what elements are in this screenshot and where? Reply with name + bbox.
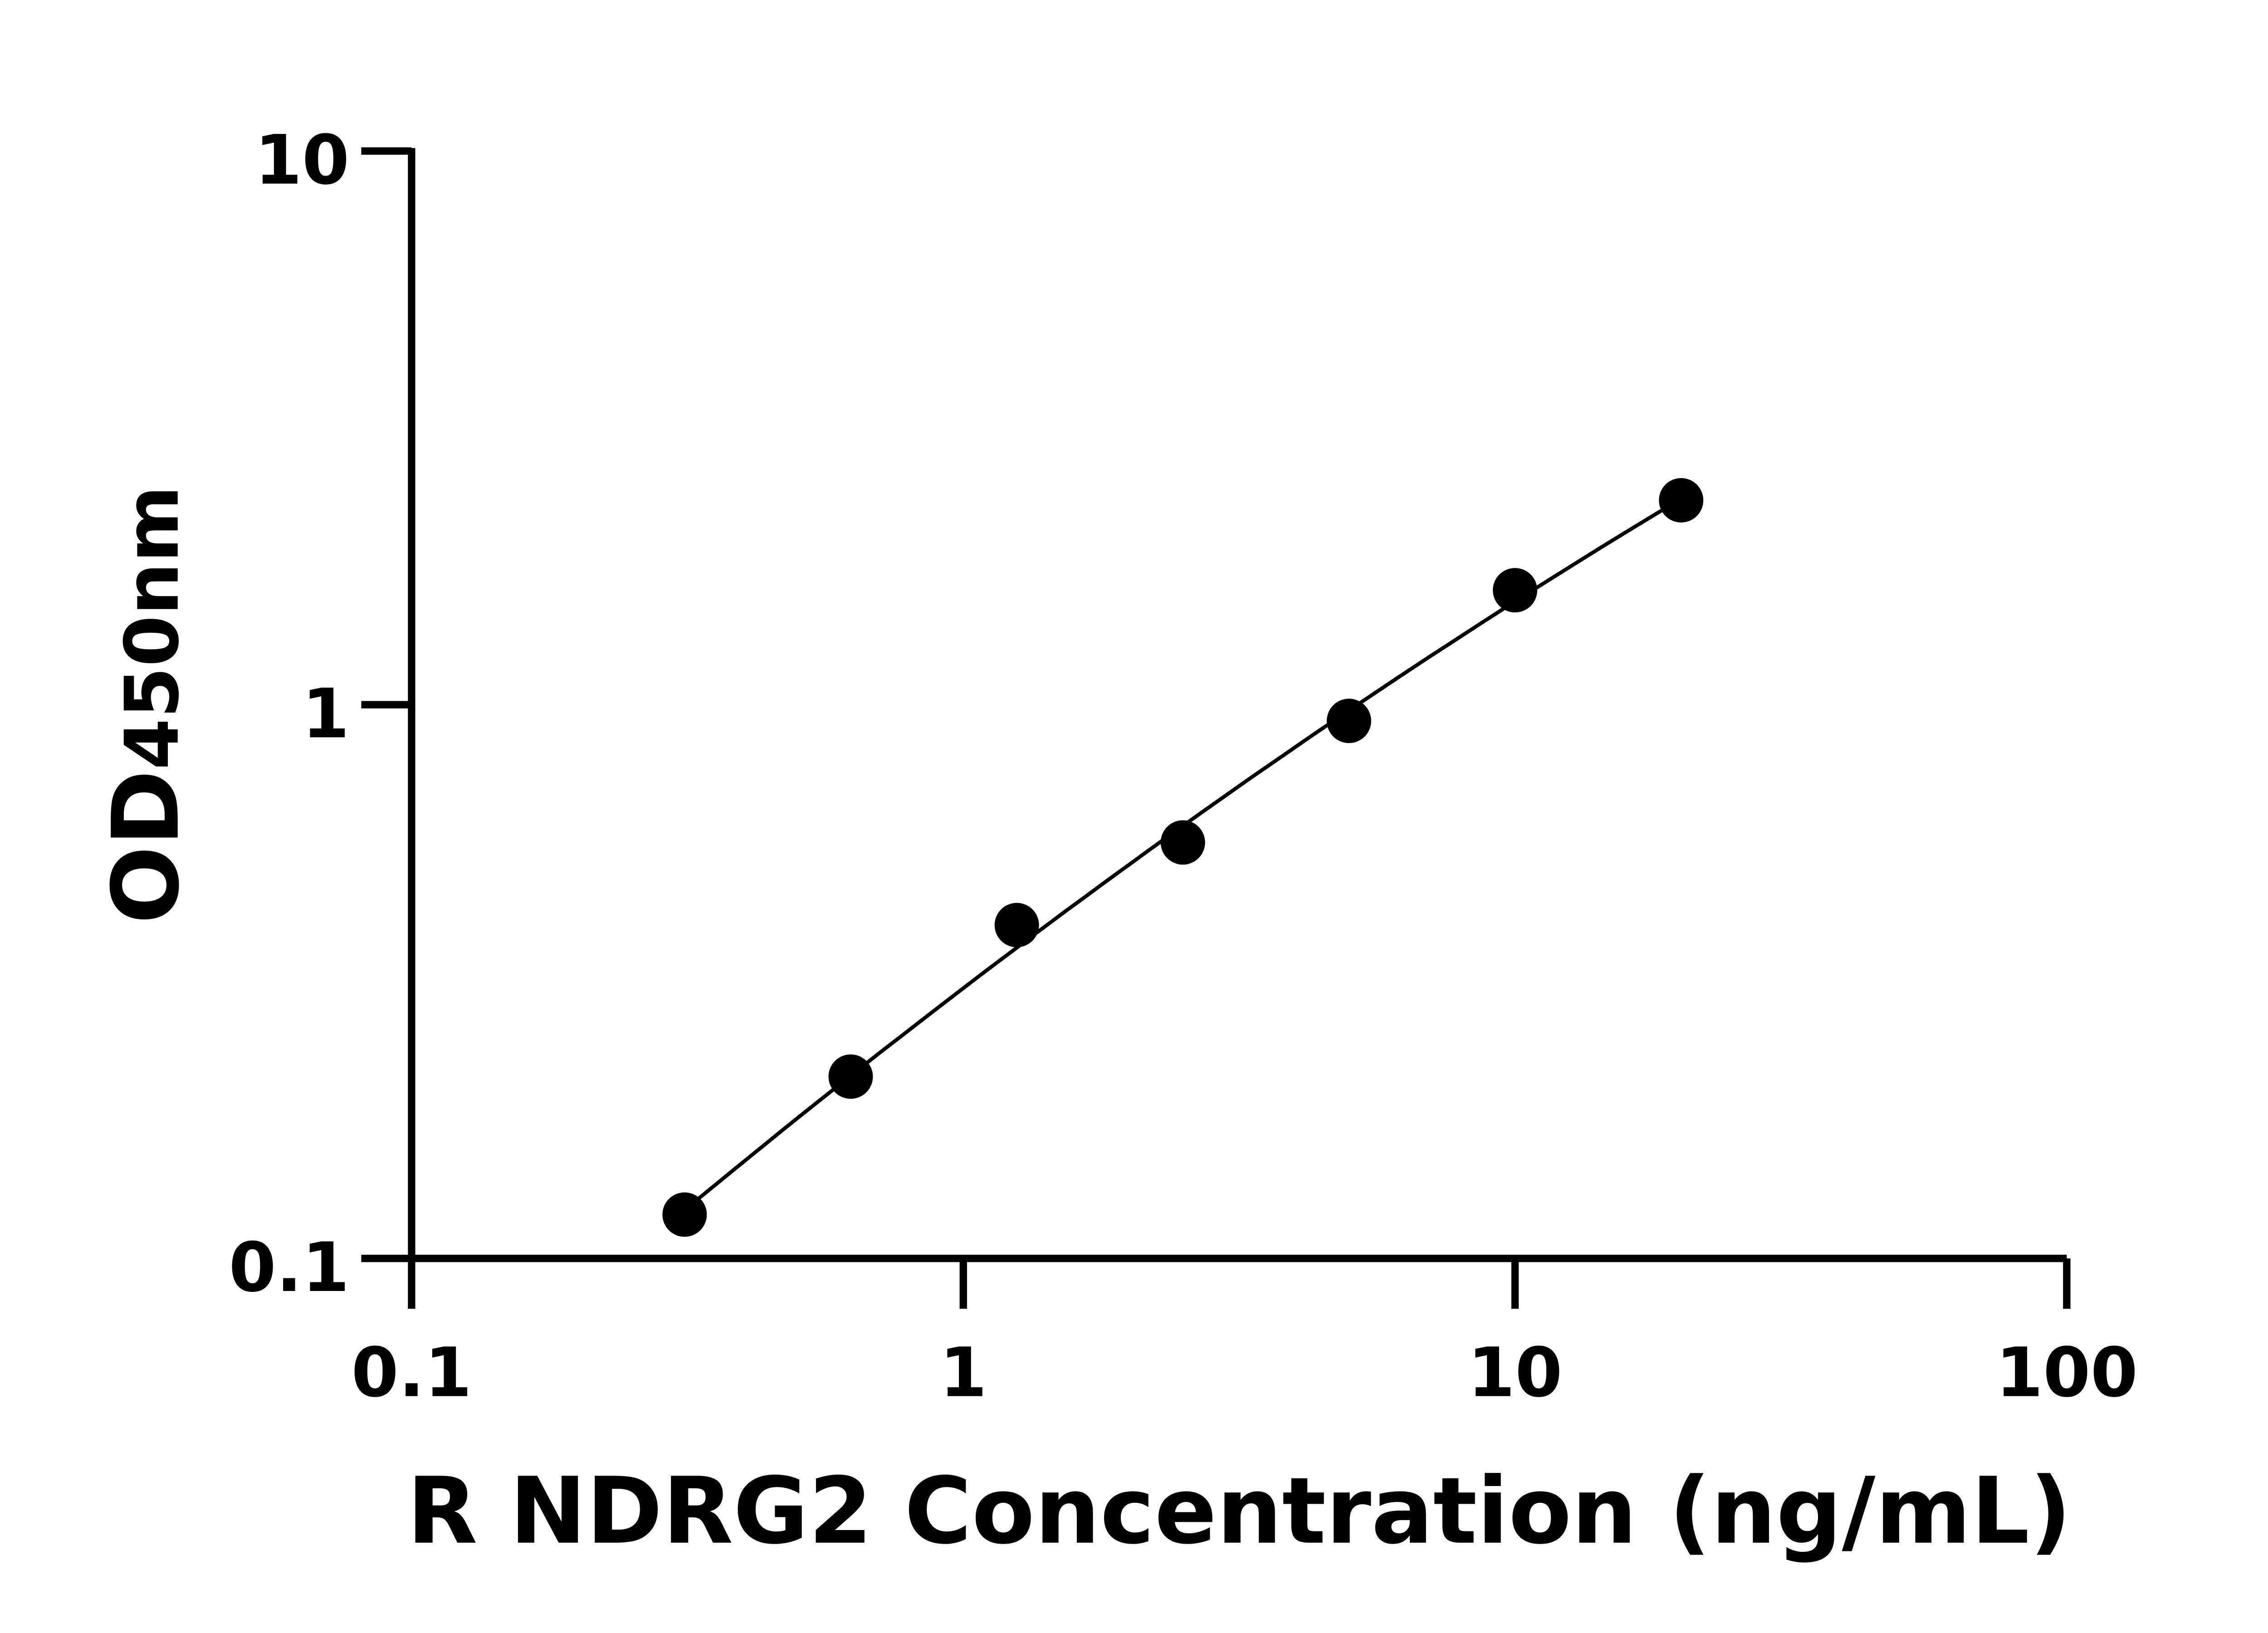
y-axis-label-sub: 450nm <box>110 485 196 770</box>
data-point <box>1493 568 1538 613</box>
y-tick-label: 1 <box>302 675 349 753</box>
data-point <box>1326 699 1371 743</box>
x-tick-label: 100 <box>1996 1334 2138 1413</box>
x-tick-label: 1 <box>939 1334 987 1413</box>
x-axis-label: R NDRG2 Concentration (ng/mL) <box>407 1457 2072 1565</box>
data-point <box>828 1054 873 1099</box>
axes: 0.1 1 10 100 0.1 1 10 <box>229 121 2138 1413</box>
data-points <box>662 478 1704 1237</box>
y-tick-label: 0.1 <box>229 1228 349 1307</box>
x-tick-label: 0.1 <box>351 1334 472 1413</box>
data-point <box>1659 478 1704 523</box>
data-point <box>662 1192 707 1237</box>
data-point <box>1160 820 1205 865</box>
x-tick-label: 10 <box>1468 1334 1563 1413</box>
y-axis-label-main: OD <box>93 770 200 924</box>
y-tick-label: 10 <box>254 121 349 200</box>
data-point <box>994 903 1039 948</box>
y-axis-label: OD450nm <box>93 485 200 924</box>
